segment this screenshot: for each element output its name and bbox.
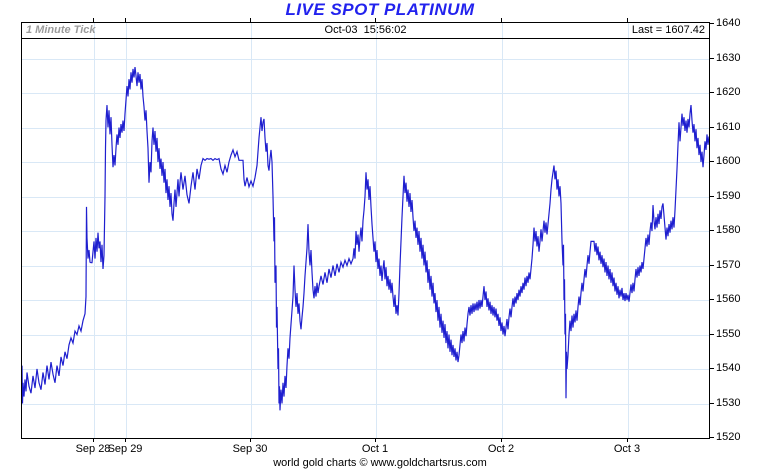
y-axis-tick: [709, 58, 714, 59]
footer-attribution: world gold charts © www.goldchartsrus.co…: [273, 457, 487, 469]
y-axis-label: 1590: [716, 190, 741, 202]
x-axis-top-tick: [375, 18, 376, 22]
page-title: LIVE SPOT PLATINUM: [285, 0, 475, 19]
y-axis-label: 1610: [716, 121, 741, 133]
x-axis-label: Oct 3: [613, 443, 641, 455]
y-axis-label: 1550: [716, 328, 741, 340]
x-axis-tick: [375, 438, 376, 442]
x-axis-tick: [125, 438, 126, 442]
y-axis-tick: [709, 127, 714, 128]
price-line-plot: [22, 23, 709, 438]
y-axis-tick: [709, 334, 714, 335]
y-axis-label: 1600: [716, 155, 741, 167]
tick-interval-label: 1 Minute Tick: [26, 24, 96, 36]
y-axis-tick: [709, 196, 714, 197]
x-axis-tick: [501, 438, 502, 442]
y-axis-label: 1570: [716, 259, 741, 271]
y-axis-tick: [709, 368, 714, 369]
x-axis-label: Oct 2: [487, 443, 515, 455]
x-axis-label: Sep 28: [75, 443, 111, 455]
x-axis-top-tick: [93, 18, 94, 22]
y-axis-tick: [709, 92, 714, 93]
y-axis-label: 1630: [716, 52, 741, 64]
y-axis-tick: [709, 437, 714, 438]
x-axis-tick: [250, 438, 251, 442]
x-axis-label: Sep 30: [232, 443, 268, 455]
y-axis-label: 1540: [716, 362, 741, 374]
x-axis-label: Oct 1: [361, 443, 389, 455]
y-axis-label: 1620: [716, 86, 741, 98]
x-axis-top-tick: [250, 18, 251, 22]
last-price-label: Last = 1607.42: [631, 24, 705, 36]
y-axis-label: 1530: [716, 397, 741, 409]
y-axis-tick: [709, 265, 714, 266]
x-axis-top-tick: [125, 18, 126, 22]
y-axis-label: 1580: [716, 224, 741, 236]
x-axis-top-tick: [627, 18, 628, 22]
y-axis-label: 1520: [716, 431, 741, 443]
y-axis-label: 1640: [716, 17, 741, 29]
x-axis-tick: [93, 438, 94, 442]
y-axis-tick: [709, 23, 714, 24]
y-axis-tick: [709, 403, 714, 404]
x-axis-top-tick: [501, 18, 502, 22]
y-axis-tick: [709, 230, 714, 231]
y-axis-tick: [709, 299, 714, 300]
x-axis-label: Sep 29: [107, 443, 143, 455]
timestamp-label: Oct-03 15:56:02: [324, 24, 407, 36]
price-line: [22, 67, 709, 411]
plot-area: 1 Minute Tick Oct-03 15:56:02 Last = 160…: [21, 22, 710, 439]
x-axis-tick: [627, 438, 628, 442]
y-axis-label: 1560: [716, 293, 741, 305]
y-axis-tick: [709, 161, 714, 162]
